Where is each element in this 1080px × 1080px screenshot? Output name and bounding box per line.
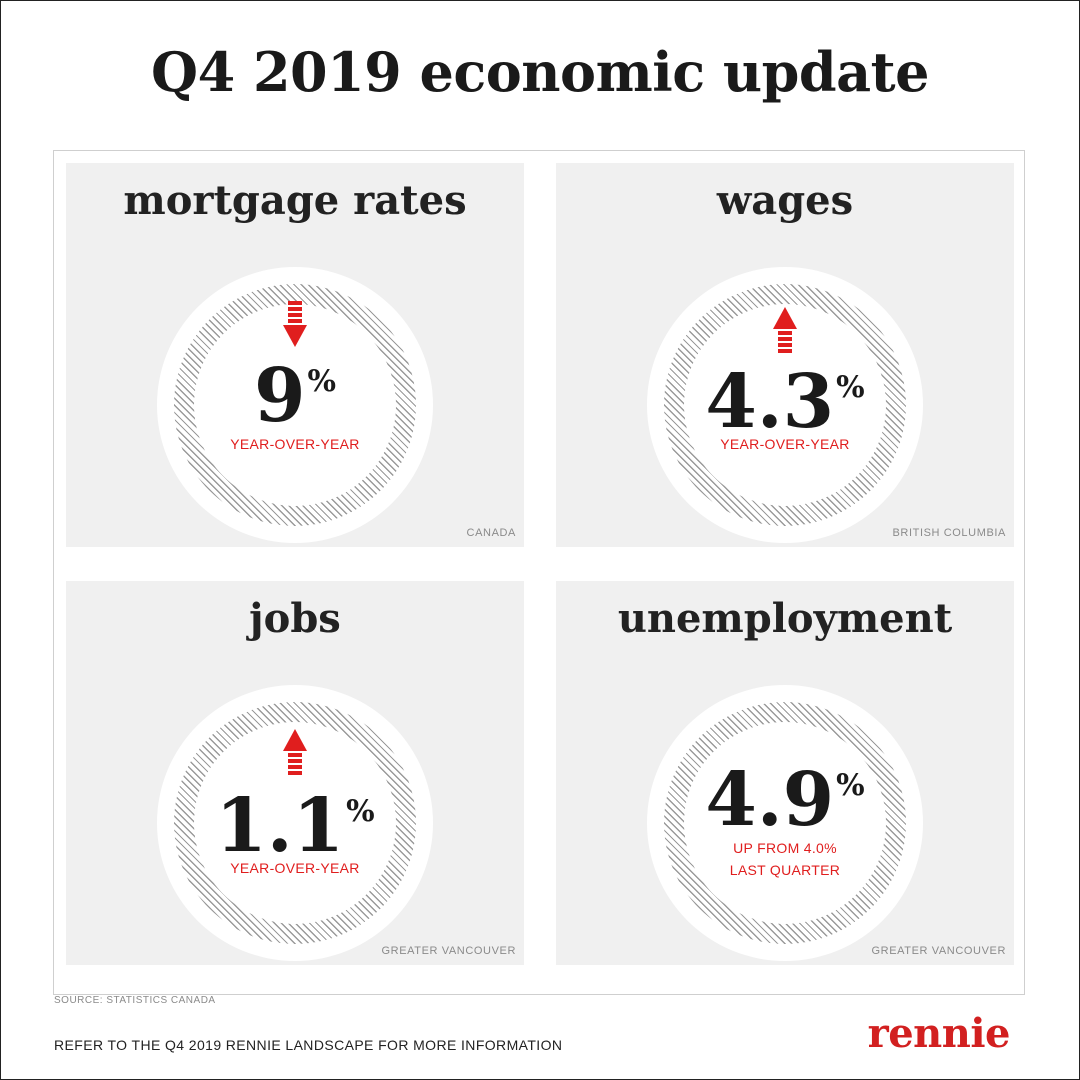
stat-caption: YEAR-OVER-YEAR bbox=[157, 433, 433, 455]
caption-line: YEAR-OVER-YEAR bbox=[230, 436, 360, 452]
stat-unit: % bbox=[836, 370, 865, 405]
stat-number: 4.9 bbox=[705, 757, 835, 843]
stat-ring: 9% YEAR-OVER-YEAR bbox=[157, 267, 433, 543]
stat-number: 9 bbox=[253, 353, 306, 439]
panel-jobs: jobs 1.1% YEAR-OVER-YEAR GREATER VANCOUV… bbox=[66, 581, 524, 965]
stat-number: 4.3 bbox=[705, 359, 835, 445]
stat-value: 4.3% bbox=[647, 365, 923, 439]
stat-caption: UP FROM 4.0% LAST QUARTER bbox=[647, 837, 923, 881]
source-note: SOURCE: STATISTICS CANADA bbox=[54, 995, 216, 1006]
caption-line: YEAR-OVER-YEAR bbox=[720, 436, 850, 452]
infographic-frame: mortgage rates 9% YEAR-OVER-YEAR CANADA … bbox=[53, 150, 1025, 995]
panel-mortgage-rates: mortgage rates 9% YEAR-OVER-YEAR CANADA bbox=[66, 163, 524, 547]
panel-title: wages bbox=[716, 177, 854, 224]
stat-ring: 1.1% YEAR-OVER-YEAR bbox=[157, 685, 433, 961]
panel-title: unemployment bbox=[617, 595, 953, 642]
rennie-logo: rennie bbox=[867, 1010, 1011, 1057]
panel-unemployment: unemployment 4.9% UP FROM 4.0% LAST QUAR… bbox=[556, 581, 1014, 965]
arrow-up-icon bbox=[773, 307, 797, 353]
stat-caption: YEAR-OVER-YEAR bbox=[647, 433, 923, 455]
panel-title: jobs bbox=[249, 595, 341, 642]
footer-note: REFER TO THE Q4 2019 RENNIE LANDSCAPE FO… bbox=[54, 1037, 563, 1053]
caption-line: UP FROM 4.0% bbox=[733, 840, 837, 856]
stat-unit: % bbox=[307, 364, 336, 399]
region-label: GREATER VANCOUVER bbox=[381, 945, 516, 957]
panel-title: mortgage rates bbox=[123, 177, 467, 224]
region-label: GREATER VANCOUVER bbox=[871, 945, 1006, 957]
page-title: Q4 2019 economic update bbox=[151, 40, 929, 104]
panel-wages: wages 4.3% YEAR-OVER-YEAR BRITISH COLUMB… bbox=[556, 163, 1014, 547]
stat-caption: YEAR-OVER-YEAR bbox=[157, 857, 433, 879]
ring-center bbox=[684, 722, 886, 924]
arrow-up-icon bbox=[283, 729, 307, 775]
stat-value: 1.1% bbox=[157, 789, 433, 863]
arrow-down-icon bbox=[283, 301, 307, 347]
stat-ring: 4.9% UP FROM 4.0% LAST QUARTER bbox=[647, 685, 923, 961]
stat-unit: % bbox=[346, 794, 375, 829]
stat-value: 9% bbox=[157, 359, 433, 433]
region-label: BRITISH COLUMBIA bbox=[892, 527, 1006, 539]
stat-unit: % bbox=[836, 768, 865, 803]
caption-line: YEAR-OVER-YEAR bbox=[230, 860, 360, 876]
region-label: CANADA bbox=[466, 527, 516, 539]
caption-line: LAST QUARTER bbox=[729, 862, 841, 878]
stat-ring: 4.3% YEAR-OVER-YEAR bbox=[647, 267, 923, 543]
stat-value: 4.9% bbox=[647, 763, 923, 837]
stat-number: 1.1 bbox=[215, 783, 345, 869]
